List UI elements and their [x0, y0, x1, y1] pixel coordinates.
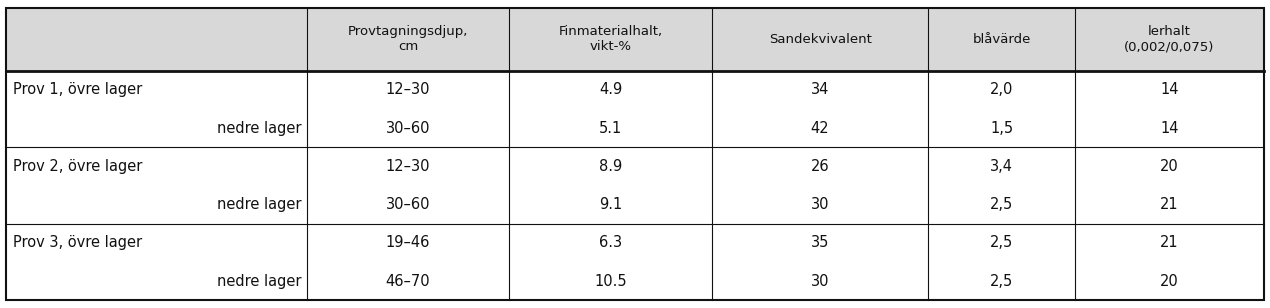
Text: 30–60: 30–60	[386, 120, 431, 136]
Text: 2,0: 2,0	[991, 82, 1013, 97]
Text: Sandekvivalent: Sandekvivalent	[768, 33, 871, 46]
Text: 35: 35	[812, 235, 829, 250]
Text: 34: 34	[812, 82, 829, 97]
Bar	[1074, 8, 1264, 71]
Bar	[928, 8, 1074, 71]
Text: 2,5: 2,5	[991, 274, 1013, 289]
Text: 4.9: 4.9	[599, 82, 622, 97]
Bar	[711, 8, 928, 71]
Text: 8.9: 8.9	[599, 159, 622, 174]
Text: Prov 1, övre lager: Prov 1, övre lager	[13, 82, 142, 97]
Text: 9.1: 9.1	[599, 197, 622, 212]
Bar	[6, 224, 1264, 300]
Text: Prov 2, övre lager: Prov 2, övre lager	[13, 159, 142, 174]
Text: Finmaterialhalt,
vikt-%: Finmaterialhalt, vikt-%	[559, 25, 663, 53]
Text: 42: 42	[810, 120, 829, 136]
Bar	[6, 147, 1264, 224]
Text: 26: 26	[810, 159, 829, 174]
Text: nedre lager: nedre lager	[217, 120, 302, 136]
Bar	[509, 8, 711, 71]
Text: 30: 30	[810, 197, 829, 212]
Text: 3,4: 3,4	[991, 159, 1013, 174]
Text: Prov 3, övre lager: Prov 3, övre lager	[13, 235, 142, 250]
Text: 2,5: 2,5	[991, 197, 1013, 212]
Text: 46–70: 46–70	[386, 274, 431, 289]
Text: 21: 21	[1160, 197, 1179, 212]
Text: 30: 30	[810, 274, 829, 289]
Text: 2,5: 2,5	[991, 235, 1013, 250]
Text: lerhalt
(0,002/0,075): lerhalt (0,002/0,075)	[1124, 25, 1214, 53]
Text: Provtagningsdjup,
cm: Provtagningsdjup, cm	[348, 25, 469, 53]
Text: nedre lager: nedre lager	[217, 197, 302, 212]
Bar	[307, 8, 509, 71]
Text: 12–30: 12–30	[386, 159, 431, 174]
Text: blåvärde: blåvärde	[973, 33, 1031, 46]
Text: 5.1: 5.1	[599, 120, 622, 136]
Text: 14: 14	[1160, 82, 1179, 97]
Bar	[6, 8, 307, 71]
Text: 10.5: 10.5	[594, 274, 627, 289]
Text: 21: 21	[1160, 235, 1179, 250]
Text: 19–46: 19–46	[386, 235, 431, 250]
Text: 12–30: 12–30	[386, 82, 431, 97]
Text: 14: 14	[1160, 120, 1179, 136]
Text: 20: 20	[1160, 274, 1179, 289]
Text: nedre lager: nedre lager	[217, 274, 302, 289]
Bar	[6, 71, 1264, 147]
Text: 6.3: 6.3	[599, 235, 622, 250]
Text: 30–60: 30–60	[386, 197, 431, 212]
Text: 20: 20	[1160, 159, 1179, 174]
Text: 1,5: 1,5	[991, 120, 1013, 136]
